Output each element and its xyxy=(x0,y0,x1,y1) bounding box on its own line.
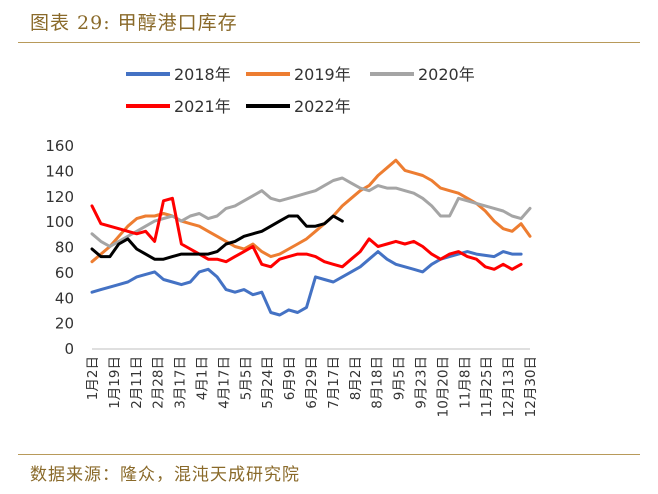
x-tick-label: 11月25日 xyxy=(479,356,495,417)
legend: 2018年 2019年 2020年 2021年 2022年 xyxy=(126,65,475,116)
y-tick-label: 40 xyxy=(55,289,74,307)
series-line-4 xyxy=(90,214,344,261)
x-tick-label: 12月30日 xyxy=(523,356,539,417)
x-tick-label: 8月18日 xyxy=(370,356,386,409)
legend-label: 2019年 xyxy=(294,65,351,84)
bottom-rule xyxy=(18,454,640,455)
plot-area xyxy=(90,158,532,317)
legend-label: 2020年 xyxy=(418,65,475,84)
x-tick-label: 2月28日 xyxy=(151,356,167,409)
y-tick-label: 0 xyxy=(64,340,74,358)
legend-label: 2022年 xyxy=(294,97,351,116)
series-line-2 xyxy=(90,176,532,248)
y-tick-label: 160 xyxy=(45,137,74,155)
x-tick-label: 4月1日 xyxy=(195,356,211,400)
x-tick-label: 2月11日 xyxy=(129,356,145,409)
x-tick-label: 3月17日 xyxy=(173,356,189,409)
x-tick-label: 6月9日 xyxy=(282,356,298,400)
series-line-0 xyxy=(90,250,523,317)
x-axis: 1月2日 1月19日 2月11日 2月28日 3月17日 4月1日 4月17日 5月5日 5月2… xyxy=(85,348,539,417)
series-line-1 xyxy=(90,158,532,264)
x-tick-label: 6月29日 xyxy=(304,356,320,409)
legend-label: 2021年 xyxy=(174,97,231,116)
x-tick-label: 11月8日 xyxy=(457,356,473,409)
y-tick-label: 140 xyxy=(45,162,74,180)
y-tick-label: 60 xyxy=(55,264,74,282)
source-note: 数据来源：隆众，混沌天成研究院 xyxy=(30,465,300,485)
x-tick-label: 4月17日 xyxy=(216,356,232,409)
x-tick-label: 8月2日 xyxy=(348,356,364,400)
y-tick-label: 80 xyxy=(55,239,74,257)
series-line-3 xyxy=(90,196,523,271)
x-tick-label: 10月20日 xyxy=(435,356,451,417)
x-tick-label: 7月17日 xyxy=(326,356,342,409)
x-tick-label: 1月19日 xyxy=(107,356,123,409)
legend-label: 2018年 xyxy=(174,65,231,84)
figure-title: 图表 29: 甲醇港口库存 xyxy=(30,12,238,34)
x-tick-label: 5月5日 xyxy=(238,356,254,400)
x-tick-label: 1月2日 xyxy=(85,356,101,400)
x-tick-label: 5月24日 xyxy=(260,356,276,409)
y-tick-label: 100 xyxy=(45,213,74,231)
x-tick-label: 9月5日 xyxy=(392,356,408,400)
x-tick-label: 9月23日 xyxy=(414,356,430,409)
y-axis: 160 140 120 100 80 60 40 20 0 xyxy=(45,137,74,358)
y-tick-label: 120 xyxy=(45,188,74,206)
top-rule xyxy=(18,42,640,43)
y-tick-label: 20 xyxy=(55,315,74,333)
x-tick-label: 12月13日 xyxy=(501,356,517,417)
